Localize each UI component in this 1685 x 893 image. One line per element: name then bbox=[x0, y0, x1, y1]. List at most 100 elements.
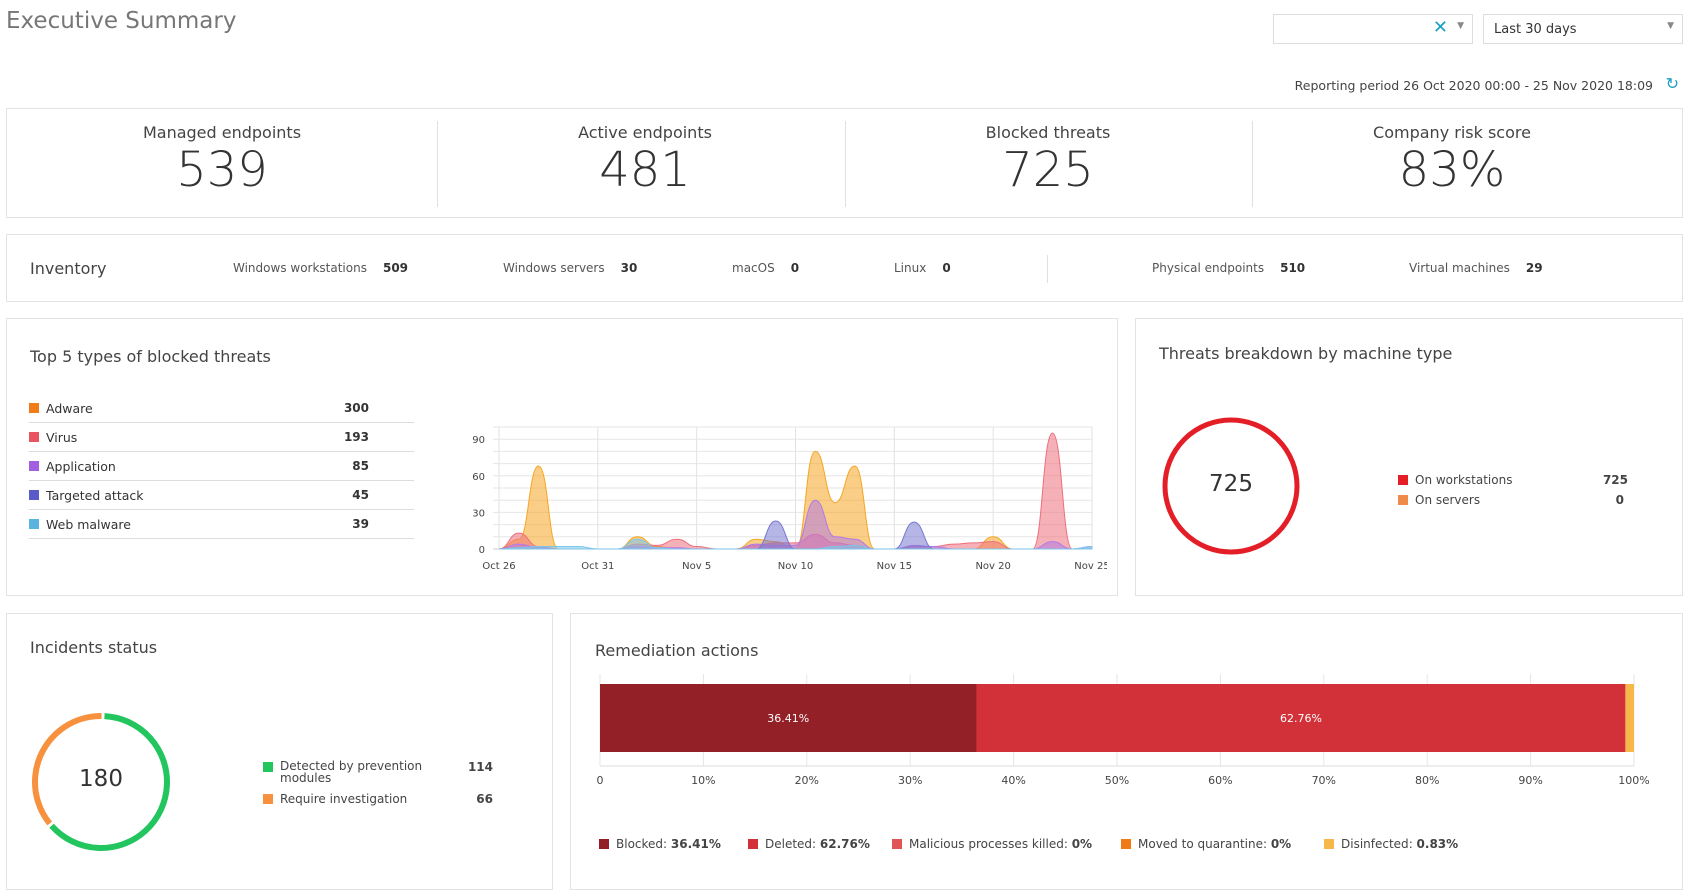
bar-data-label: 62.76% bbox=[1280, 712, 1322, 725]
remediation-legend-item[interactable]: Malicious processes killed: 0% bbox=[892, 837, 1092, 851]
donut-total: 180 bbox=[79, 766, 123, 792]
inventory-card: Inventory Windows workstations 509 Window… bbox=[6, 234, 1683, 302]
remediation-card: Remediation actions 0 10% 20% 30% 40% 50% 60% 7… bbox=[570, 613, 1683, 890]
divider bbox=[1047, 255, 1048, 283]
divider bbox=[437, 121, 438, 207]
clear-icon[interactable]: ✕ bbox=[1432, 17, 1448, 38]
kpi-risk: Company risk score 83% bbox=[1373, 123, 1531, 198]
remediation-bar-chart: 0 10% 20% 30% 40% 50% 60% 70% 80% 90% 100% 36.41% 62… bbox=[597, 674, 1650, 787]
x-tick-label: 100% bbox=[1618, 774, 1649, 787]
legend-label: Web malware bbox=[46, 516, 131, 532]
legend-swatch bbox=[748, 839, 758, 849]
incidents-donut bbox=[31, 713, 171, 852]
remediation-legend-item[interactable]: Disinfected: 0.83% bbox=[1324, 837, 1458, 851]
legend-swatch bbox=[263, 794, 273, 804]
card-title: Remediation actions bbox=[595, 641, 759, 660]
x-tick-label: Nov 25 bbox=[1074, 561, 1107, 572]
x-tick-label: 70% bbox=[1312, 774, 1336, 787]
legend-swatch bbox=[1398, 475, 1408, 485]
reporting-period: Reporting period 26 Oct 2020 00:00 - 25 … bbox=[1294, 78, 1653, 93]
legend-label: Virus bbox=[46, 429, 78, 445]
refresh-icon[interactable]: ↻ bbox=[1665, 74, 1679, 93]
x-tick-label: Nov 20 bbox=[975, 561, 1010, 572]
legend-swatch bbox=[29, 461, 39, 471]
x-tick-label: Oct 31 bbox=[581, 561, 614, 572]
x-tick-label: 40% bbox=[1001, 774, 1025, 787]
legend-swatch bbox=[599, 839, 609, 849]
threat-legend-row[interactable]: Virus 193 bbox=[29, 423, 414, 452]
x-tick-label: 80% bbox=[1415, 774, 1439, 787]
card-title: Threats breakdown by machine type bbox=[1159, 344, 1453, 363]
x-tick-label: Nov 5 bbox=[682, 561, 711, 572]
x-tick-label: 0 bbox=[597, 774, 604, 787]
divider bbox=[845, 121, 846, 207]
legend-swatch bbox=[892, 839, 902, 849]
divider bbox=[1252, 121, 1253, 207]
inv-macos: macOS 0 bbox=[732, 261, 800, 275]
legend-value: 85 bbox=[352, 459, 369, 473]
threat-legend-row[interactable]: Application 85 bbox=[29, 452, 414, 481]
legend-swatch bbox=[1121, 839, 1131, 849]
remediation-legend-item[interactable]: Blocked: 36.41% bbox=[599, 837, 721, 851]
inv-linux: Linux 0 bbox=[894, 261, 951, 275]
legend-label: Application bbox=[46, 458, 116, 474]
donut-segment-detected[interactable] bbox=[31, 713, 171, 852]
bar-data-label: 36.41% bbox=[767, 712, 809, 725]
donut-total: 725 bbox=[1209, 471, 1253, 497]
period-select[interactable]: Last 30 days ▼ bbox=[1483, 14, 1683, 44]
x-tick-label: 30% bbox=[898, 774, 922, 787]
area-series-web-malware[interactable] bbox=[498, 538, 1093, 550]
inv-virtual: Virtual machines 29 bbox=[1409, 261, 1543, 275]
x-tick-label: 10% bbox=[691, 774, 715, 787]
remediation-legend-item[interactable]: Deleted: 62.76% bbox=[748, 837, 870, 851]
x-tick-label: 20% bbox=[795, 774, 819, 787]
y-tick-label: 90 bbox=[472, 435, 485, 446]
card-title: Incidents status bbox=[30, 638, 158, 657]
kpi-managed: Managed endpoints 539 bbox=[142, 123, 302, 198]
incidents-card: Incidents status 180 Detected by prevent… bbox=[6, 613, 553, 890]
chevron-down-icon[interactable]: ▼ bbox=[1457, 21, 1464, 31]
legend-detected: Detected by prevention modules 114 bbox=[263, 760, 493, 784]
bar-segment-disinfected[interactable] bbox=[1625, 684, 1634, 752]
bar-segment-deleted[interactable] bbox=[976, 684, 1626, 752]
legend-servers: On servers 0 bbox=[1398, 493, 1628, 507]
x-tick-label: 50% bbox=[1105, 774, 1129, 787]
legend-workstations: On workstations 725 bbox=[1398, 473, 1628, 487]
threat-legend-row[interactable]: Adware 300 bbox=[29, 394, 414, 423]
y-tick-label: 60 bbox=[472, 472, 485, 483]
top-threats-card: Top 5 types of blocked threats Adware 300… bbox=[6, 318, 1118, 596]
legend-label: Adware bbox=[46, 400, 93, 416]
legend-swatch bbox=[29, 403, 39, 413]
legend-value: 45 bbox=[352, 488, 369, 502]
legend-value: 300 bbox=[343, 401, 369, 415]
kpi-active: Active endpoints 481 bbox=[578, 123, 712, 198]
card-title: Top 5 types of blocked threats bbox=[30, 347, 271, 366]
inv-win-srv: Windows servers 30 bbox=[503, 261, 638, 275]
legend-value: 193 bbox=[343, 430, 369, 444]
inventory-title: Inventory bbox=[30, 259, 107, 278]
legend-investigation: Require investigation 66 bbox=[263, 792, 493, 806]
x-tick-label: Nov 10 bbox=[778, 561, 813, 572]
machine-breakdown-card: Threats breakdown by machine type 725 On… bbox=[1135, 318, 1683, 596]
inv-physical: Physical endpoints 510 bbox=[1152, 261, 1306, 275]
threats-area-chart: Oct 26 Oct 31 Nov 5 Nov 10 Nov 15 Nov 20 Nov 2… bbox=[472, 426, 1107, 572]
machine-donut bbox=[1162, 417, 1300, 555]
x-tick-label: Oct 26 bbox=[482, 561, 515, 572]
legend-swatch bbox=[29, 519, 39, 529]
bar-segment-blocked[interactable] bbox=[600, 684, 977, 752]
kpi-blocked: Blocked threats 725 bbox=[985, 123, 1111, 198]
filter-select[interactable]: ✕ ▼ bbox=[1273, 14, 1473, 44]
threat-legend-row[interactable]: Targeted attack 45 bbox=[29, 481, 414, 510]
legend-swatch bbox=[1324, 839, 1334, 849]
x-tick-label: Nov 15 bbox=[877, 561, 912, 572]
threat-legend-row[interactable]: Web malware 39 bbox=[29, 510, 414, 539]
legend-swatch bbox=[29, 490, 39, 500]
remediation-legend-item[interactable]: Moved to quarantine: 0% bbox=[1121, 837, 1291, 851]
chevron-down-icon: ▼ bbox=[1667, 21, 1674, 31]
legend-value: 39 bbox=[352, 517, 369, 531]
inv-win-ws: Windows workstations 509 bbox=[233, 261, 409, 275]
legend-swatch bbox=[29, 432, 39, 442]
legend-label: Targeted attack bbox=[46, 487, 144, 503]
legend-swatch bbox=[1398, 495, 1408, 505]
x-tick-label: 60% bbox=[1208, 774, 1232, 787]
